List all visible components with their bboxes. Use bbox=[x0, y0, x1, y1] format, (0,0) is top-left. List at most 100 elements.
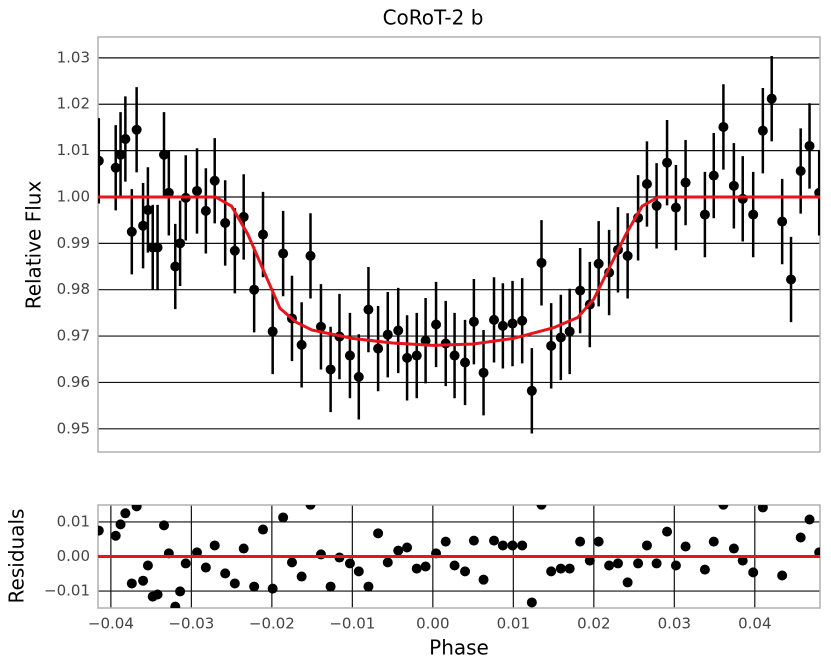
data-point bbox=[142, 560, 153, 571]
data-point bbox=[115, 519, 126, 530]
data-point bbox=[478, 367, 489, 378]
data-point bbox=[612, 558, 623, 569]
data-point bbox=[440, 536, 451, 547]
data-point bbox=[115, 149, 126, 160]
data-point bbox=[526, 597, 537, 608]
data-point bbox=[159, 520, 170, 531]
data-point bbox=[238, 211, 249, 222]
data-point bbox=[680, 177, 691, 188]
data-point bbox=[110, 162, 121, 173]
data-point bbox=[220, 217, 231, 228]
data-point bbox=[680, 541, 691, 552]
data-point bbox=[489, 535, 500, 546]
data-point bbox=[142, 204, 153, 215]
data-point bbox=[238, 543, 249, 554]
data-point bbox=[497, 320, 508, 331]
data-point bbox=[507, 540, 518, 551]
data-point bbox=[468, 535, 479, 546]
data-point bbox=[536, 257, 547, 268]
data-point bbox=[229, 245, 240, 256]
data-point bbox=[180, 558, 191, 569]
data-point bbox=[786, 614, 796, 624]
data-point bbox=[593, 258, 604, 269]
data-point bbox=[767, 478, 777, 488]
data-point bbox=[497, 540, 508, 551]
data-point bbox=[536, 505, 547, 510]
data-point bbox=[411, 350, 422, 361]
data-point bbox=[296, 571, 307, 582]
data-point bbox=[814, 187, 820, 198]
data-point bbox=[120, 134, 131, 145]
x-tick-label: 0.01 bbox=[497, 615, 530, 633]
data-point bbox=[267, 326, 278, 337]
data-point bbox=[507, 318, 518, 329]
plot-area bbox=[98, 478, 820, 624]
data-point bbox=[200, 205, 211, 216]
data-point bbox=[699, 209, 710, 220]
data-point bbox=[258, 524, 269, 535]
data-point bbox=[546, 566, 557, 577]
data-point bbox=[766, 93, 777, 104]
plot-frame bbox=[97, 36, 821, 453]
data-point bbox=[478, 574, 489, 585]
data-point bbox=[305, 250, 316, 261]
data-point bbox=[420, 561, 431, 572]
data-point bbox=[670, 202, 681, 213]
y-tick-label: 0.01 bbox=[57, 512, 90, 530]
data-point bbox=[249, 581, 260, 592]
data-point bbox=[278, 512, 289, 523]
data-point bbox=[131, 505, 142, 512]
data-point bbox=[757, 505, 768, 513]
data-point bbox=[192, 547, 203, 558]
data-point bbox=[258, 229, 269, 240]
data-point bbox=[546, 340, 557, 351]
data-point bbox=[152, 242, 163, 253]
data-point bbox=[737, 555, 748, 566]
plot-area bbox=[98, 56, 820, 434]
data-point bbox=[120, 508, 131, 519]
model-line bbox=[98, 195, 820, 347]
data-point bbox=[651, 558, 662, 569]
data-point bbox=[460, 566, 471, 577]
data-point bbox=[220, 568, 231, 579]
chart-title: CoRoT-2 b bbox=[383, 6, 484, 30]
data-point bbox=[353, 371, 364, 382]
data-point bbox=[777, 216, 788, 227]
data-point bbox=[641, 540, 652, 551]
data-point bbox=[373, 528, 384, 539]
data-point bbox=[517, 540, 528, 551]
data-point bbox=[748, 209, 759, 220]
data-point bbox=[718, 505, 729, 510]
data-point bbox=[344, 350, 355, 361]
data-point bbox=[748, 567, 759, 578]
x-tick-label: −0.01 bbox=[329, 615, 375, 633]
data-point bbox=[662, 157, 673, 168]
data-point bbox=[795, 532, 806, 543]
data-point bbox=[138, 220, 149, 231]
data-point bbox=[286, 557, 297, 568]
data-point bbox=[126, 226, 137, 237]
data-point bbox=[641, 178, 652, 189]
y-tick-label: −0.01 bbox=[44, 582, 90, 600]
data-point bbox=[449, 350, 460, 361]
data-point bbox=[278, 248, 289, 259]
y-tick-label: 1.00 bbox=[57, 187, 90, 205]
data-point bbox=[622, 250, 633, 261]
data-point bbox=[209, 175, 220, 186]
data-point bbox=[393, 545, 404, 556]
data-point bbox=[814, 547, 820, 558]
data-point bbox=[670, 560, 681, 571]
data-point bbox=[411, 563, 422, 574]
data-point bbox=[110, 530, 121, 541]
x-tick-label: 0.04 bbox=[738, 615, 771, 633]
data-point bbox=[200, 562, 211, 573]
y-tick-label: 1.01 bbox=[57, 141, 90, 159]
y-tick-label: 1.02 bbox=[57, 95, 90, 113]
data-point bbox=[98, 525, 104, 536]
y-tick-label: 0.00 bbox=[57, 547, 90, 565]
y-axis-label: Relative Flux bbox=[22, 181, 46, 310]
data-point bbox=[170, 601, 181, 608]
data-point bbox=[489, 314, 500, 325]
data-point bbox=[526, 385, 537, 396]
